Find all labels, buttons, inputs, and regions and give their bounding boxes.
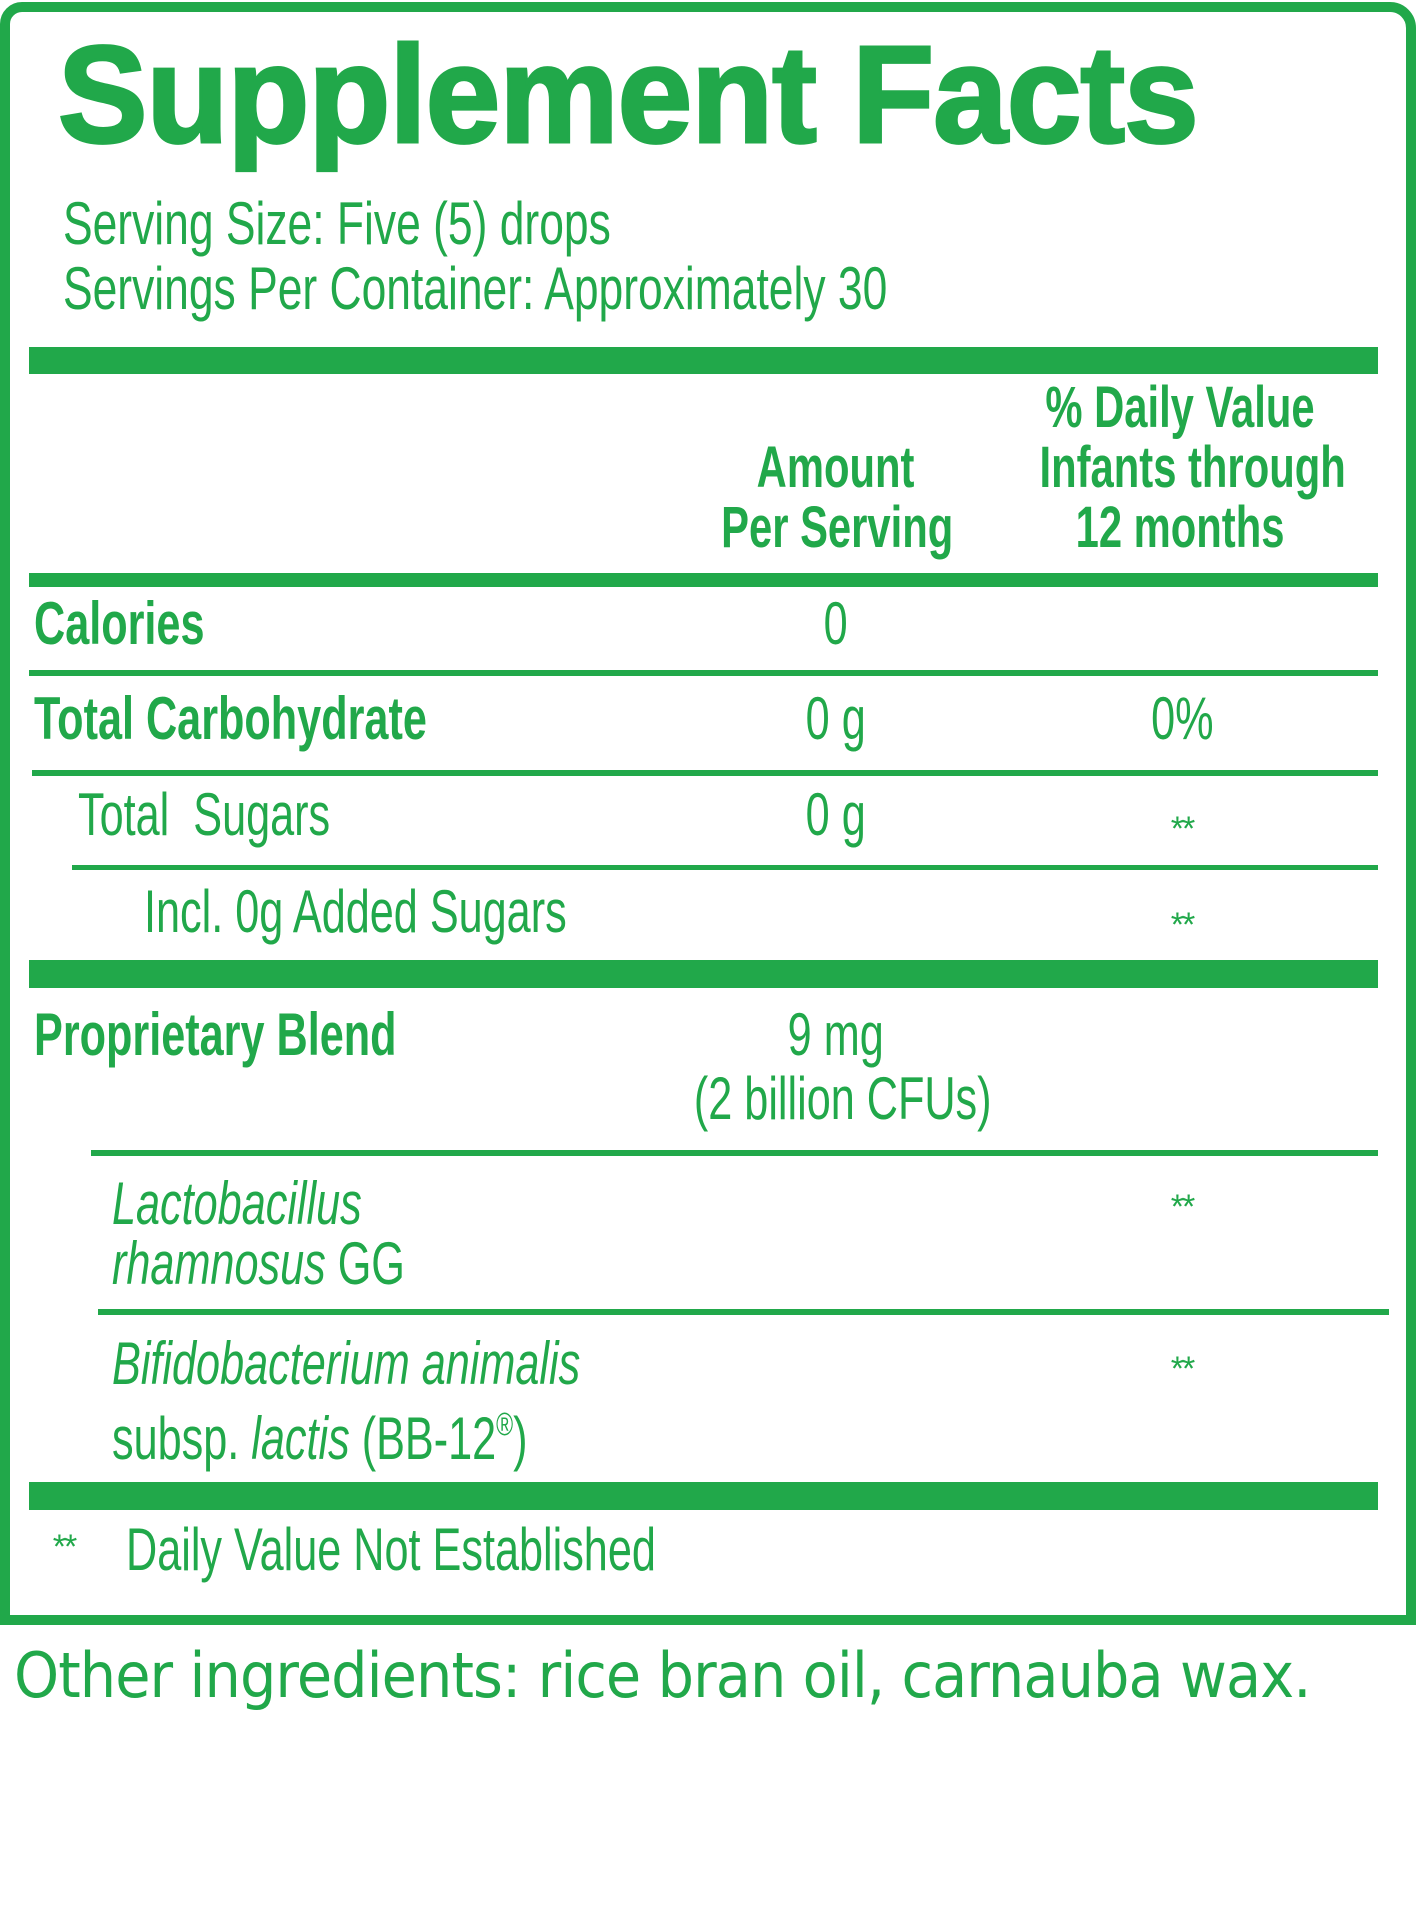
total-carbohydrate-label: Total Carbohydrate	[34, 685, 427, 752]
amount-column-header: Amount Per Serving	[676, 438, 996, 558]
calories-amount: 0	[823, 590, 849, 657]
serving-size: Serving Size: Five (5) drops	[63, 192, 803, 256]
dv-header-line3: 12 months	[1075, 495, 1285, 560]
servings-per-container-text: Servings Per Container: Approximately 30	[63, 255, 888, 322]
row-total-carbohydrate-dv: 0%	[1082, 687, 1282, 751]
thick-rule-bottom	[29, 1482, 1378, 1510]
calories-label: Calories	[34, 590, 205, 657]
lactobacillus-genus: Lactobacillus	[112, 1170, 362, 1237]
row-proprietary-blend-amount: 9 mg (2 billion CFUs)	[636, 1003, 1036, 1131]
bifidobacterium-close-paren: )	[513, 1405, 528, 1472]
bifidobacterium-strain: (BB-12	[349, 1405, 497, 1472]
dv-header-line2: Infants through	[1039, 435, 1346, 500]
blend-amount-mg: 9 mg	[787, 1001, 885, 1068]
amount-header-line2: Per Serving	[721, 495, 954, 560]
serving-size-text: Serving Size: Five (5) drops	[63, 190, 611, 257]
lactobacillus-strain: GG	[325, 1230, 405, 1297]
row-total-carbohydrate-amount: 0 g	[736, 687, 936, 751]
footnote-marker: **	[52, 1528, 77, 1566]
ingredient-bifidobacterium: Bifidobacterium animalis subsp. lactis (…	[112, 1332, 762, 1471]
row-total-carbohydrate-name: Total Carbohydrate	[34, 687, 580, 751]
row-total-sugars-dv: **	[1170, 810, 1195, 848]
row-total-sugars-amount: 0 g	[736, 783, 936, 847]
registered-mark: ®	[496, 1406, 514, 1442]
panel-title: Supplement Facts	[57, 17, 1201, 174]
servings-per-container: Servings Per Container: Approximately 30	[63, 257, 1177, 321]
rule-calories	[29, 670, 1378, 676]
row-calories-name: Calories	[34, 592, 271, 656]
row-calories-amount: 0	[736, 592, 936, 656]
footnote-text: Daily Value Not Established	[126, 1516, 656, 1583]
added-sugars-label: Incl. 0g Added Sugars	[144, 878, 567, 945]
row-added-sugars-name: Incl. 0g Added Sugars	[144, 880, 731, 944]
total-carbohydrate-amount: 0 g	[805, 685, 867, 752]
rule-total-carbohydrate	[32, 770, 1378, 776]
ingredient-lactobacillus: Lactobacillus rhamnosus GG	[112, 1172, 519, 1296]
header-rule	[29, 573, 1378, 587]
dv-header-line1: % Daily Value	[1045, 375, 1315, 440]
bifidobacterium-subsp: subsp.	[112, 1405, 252, 1472]
ingredient-lactobacillus-dv: **	[1170, 1188, 1195, 1226]
footnote: Daily Value Not Established	[126, 1518, 862, 1582]
row-proprietary-blend-name: Proprietary Blend	[34, 1003, 537, 1067]
total-carbohydrate-dv: 0%	[1150, 685, 1214, 752]
row-total-sugars-name: Total Sugars	[78, 783, 428, 847]
thick-rule-blend	[29, 960, 1378, 988]
amount-header-line1: Amount	[757, 435, 915, 500]
bifidobacterium-lactis: lactis	[251, 1405, 350, 1472]
thick-rule-top	[29, 347, 1378, 374]
other-ingredients: Other ingredients: rice bran oil, carnau…	[14, 1639, 1311, 1712]
rule-total-sugars	[72, 865, 1378, 870]
total-sugars-label: Total Sugars	[78, 781, 331, 848]
daily-value-column-header: % Daily Value Infants through 12 months	[980, 378, 1380, 558]
blend-amount-cfu: (2 billion CFUs)	[693, 1065, 992, 1132]
proprietary-blend-label: Proprietary Blend	[34, 1001, 397, 1068]
row-added-sugars-dv: **	[1170, 906, 1195, 944]
rule-lactobacillus	[98, 1309, 1389, 1315]
rule-blend	[91, 1150, 1378, 1156]
total-sugars-amount: 0 g	[805, 781, 867, 848]
lactobacillus-species: rhamnosus	[112, 1230, 326, 1297]
bifidobacterium-name: Bifidobacterium animalis	[112, 1330, 581, 1397]
supplement-facts-panel	[0, 2, 1416, 1625]
ingredient-bifidobacterium-dv: **	[1170, 1350, 1195, 1388]
